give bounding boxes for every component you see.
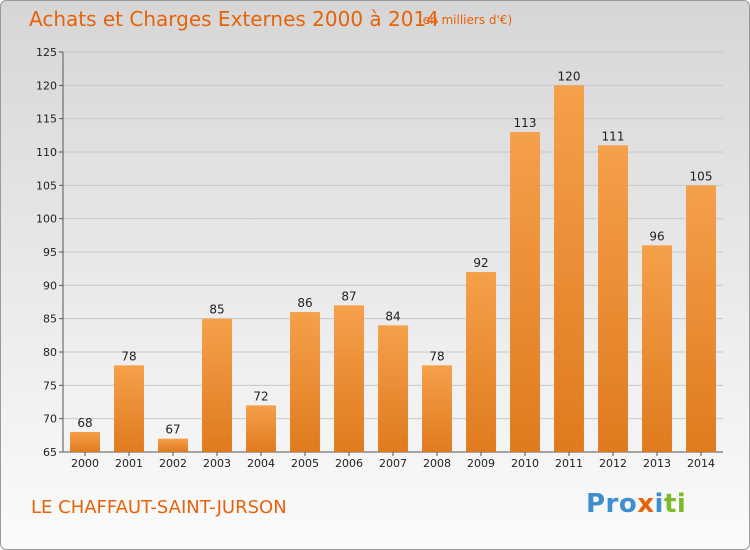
y-tick-label: 90 <box>43 279 57 292</box>
logo-part: i <box>654 489 664 519</box>
data-label: 85 <box>209 303 224 317</box>
x-tick-label: 2011 <box>555 457 583 470</box>
logo-part: Pro <box>586 489 638 519</box>
data-label: 113 <box>514 116 537 130</box>
data-label: 68 <box>77 416 92 430</box>
y-tick-label: 65 <box>43 446 57 459</box>
bar-2001 <box>114 365 144 452</box>
bar-2014 <box>686 185 716 453</box>
y-tick-label: 100 <box>36 213 57 226</box>
x-tick-label: 2005 <box>291 457 319 470</box>
chart-title: Achats et Charges Externes 2000 à 2014 <box>29 7 439 31</box>
y-tick-label: 115 <box>36 113 57 126</box>
y-tick-label: 70 <box>43 413 57 426</box>
x-tick-label: 2014 <box>687 457 715 470</box>
bar-2004 <box>246 405 276 452</box>
data-label: 78 <box>429 349 444 363</box>
bar-2012 <box>598 145 628 453</box>
data-label: 67 <box>165 423 180 437</box>
x-tick-label: 2010 <box>511 457 539 470</box>
x-tick-label: 2006 <box>335 457 363 470</box>
x-tick-label: 2008 <box>423 457 451 470</box>
data-label: 92 <box>473 256 488 270</box>
bar-2002 <box>158 438 188 452</box>
data-label: 84 <box>385 309 400 323</box>
data-label: 78 <box>121 349 136 363</box>
chart-subtitle: (en milliers d'€) <box>418 13 513 27</box>
bar-2006 <box>334 305 364 452</box>
y-tick-label: 125 <box>36 46 57 59</box>
x-tick-label: 2009 <box>467 457 495 470</box>
data-label: 111 <box>602 129 625 143</box>
data-label: 105 <box>690 169 713 183</box>
y-tick-label: 105 <box>36 179 57 192</box>
logo-part: ti <box>663 489 687 519</box>
x-tick-label: 2007 <box>379 457 407 470</box>
proxiti-logo: Proxiti <box>586 489 686 519</box>
x-tick-label: 2001 <box>115 457 143 470</box>
bar-2005 <box>290 312 320 452</box>
bar-2011 <box>554 85 584 452</box>
data-label: 96 <box>649 229 664 243</box>
x-tick-label: 2012 <box>599 457 627 470</box>
x-tick-label: 2000 <box>71 457 99 470</box>
x-tick-label: 2002 <box>159 457 187 470</box>
y-tick-label: 95 <box>43 246 57 259</box>
logo-part: x <box>637 489 655 519</box>
bar-2013 <box>642 245 672 452</box>
data-label: 120 <box>558 69 581 83</box>
bar-2009 <box>466 272 496 452</box>
y-tick-label: 75 <box>43 379 57 392</box>
bar-2003 <box>202 318 232 452</box>
y-tick-label: 110 <box>36 146 57 159</box>
x-tick-label: 2013 <box>643 457 671 470</box>
x-tick-label: 2003 <box>203 457 231 470</box>
data-label: 86 <box>297 296 312 310</box>
bar-2010 <box>510 132 540 452</box>
place-name: LE CHAFFAUT-SAINT-JURSON <box>31 497 287 518</box>
y-tick-label: 120 <box>36 79 57 92</box>
bar-2008 <box>422 365 452 452</box>
y-tick-label: 80 <box>43 346 57 359</box>
x-tick-label: 2004 <box>247 457 275 470</box>
bar-2007 <box>378 325 408 452</box>
data-label: 87 <box>341 289 356 303</box>
bar-2000 <box>70 432 100 452</box>
y-tick-label: 85 <box>43 313 57 326</box>
data-label: 72 <box>253 389 268 403</box>
